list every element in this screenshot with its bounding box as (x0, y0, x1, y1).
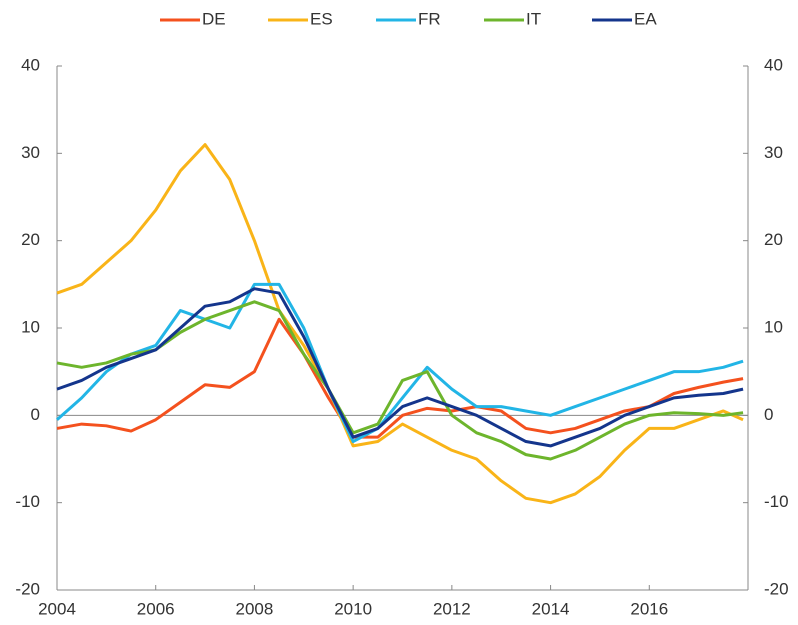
y2-tick-label: -10 (764, 492, 789, 511)
y2-tick-label: 10 (764, 317, 783, 336)
legend-label: IT (526, 9, 541, 28)
series-line (56, 282, 744, 444)
y2-tick-label: 30 (764, 143, 783, 162)
y2-tick-label: -20 (764, 579, 789, 598)
y2-tick-label: 0 (764, 405, 773, 424)
x-tick-label: 2014 (532, 599, 570, 618)
y-tick-label: 20 (21, 230, 40, 249)
legend-label: FR (418, 9, 441, 28)
legend-label: ES (310, 9, 333, 28)
x-tick-label: 2012 (433, 599, 471, 618)
legend-label: DE (202, 9, 226, 28)
series-line (56, 317, 744, 439)
x-tick-label: 2016 (630, 599, 668, 618)
y-tick-label: 0 (31, 405, 40, 424)
x-tick-label: 2008 (236, 599, 274, 618)
y2-tick-label: 20 (764, 230, 783, 249)
x-tick-label: 2006 (137, 599, 175, 618)
legend-label: EA (634, 9, 657, 28)
series-line (56, 143, 744, 505)
y-tick-label: 30 (21, 143, 40, 162)
y-tick-label: 40 (21, 55, 40, 74)
y-tick-label: -10 (15, 492, 40, 511)
series-line (56, 287, 744, 448)
x-tick-label: 2010 (334, 599, 372, 618)
series-line (56, 300, 744, 461)
x-tick-label: 2004 (38, 599, 76, 618)
y2-tick-label: 40 (764, 55, 783, 74)
y-tick-label: 10 (21, 317, 40, 336)
y-tick-label: -20 (15, 579, 40, 598)
